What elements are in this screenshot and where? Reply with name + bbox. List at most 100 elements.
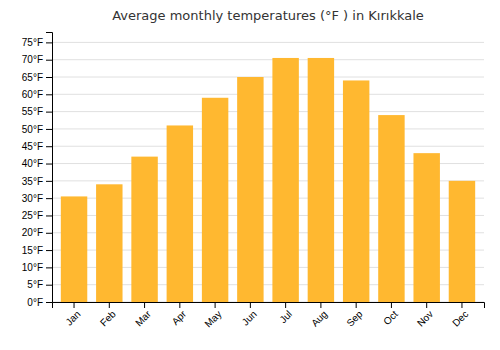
y-tick-mark	[46, 112, 52, 113]
y-tick-label: 10°F	[22, 262, 43, 273]
chart: 0°F 5°F 10°F 15°F 20°F 25°F 30°F 35°F 40°F 45°F 50…	[0, 0, 500, 350]
y-tick: 15°F	[22, 245, 52, 256]
y-tick: 50°F	[22, 124, 52, 135]
y-tick: 70°F	[22, 54, 52, 65]
grid	[52, 42, 484, 302]
y-tick-label: 15°F	[22, 245, 43, 256]
y-tick-label: 40°F	[22, 158, 43, 169]
y-tick: 10°F	[22, 262, 52, 273]
x-tick-mark	[144, 302, 145, 308]
x-tick-label: Feb	[98, 308, 118, 328]
y-tick-mark	[46, 77, 52, 78]
y-tick-mark	[46, 146, 52, 147]
bars	[61, 58, 475, 302]
grid-line	[52, 146, 484, 147]
y-tick-mark	[46, 233, 52, 234]
bar	[202, 98, 228, 302]
y-tick-label: 50°F	[22, 124, 43, 135]
title: Average monthly temperatures (°F ) in Kı…	[112, 8, 424, 23]
bar	[413, 153, 439, 302]
grid-line	[52, 42, 484, 43]
x-tick: Aug	[309, 302, 329, 329]
x-tick-label: Mar	[133, 308, 153, 328]
x-tick-label: Oct	[381, 308, 400, 327]
bar	[308, 58, 334, 302]
bar	[167, 125, 193, 302]
x-tick-mark	[391, 302, 392, 308]
y-tick-mark	[46, 181, 52, 182]
y-tick-label: 55°F	[22, 106, 43, 117]
y-tick: 55°F	[22, 106, 52, 117]
x-tick-label: Sep	[344, 308, 365, 329]
x-tick: Feb	[98, 302, 118, 328]
x-tick-mark	[74, 302, 75, 308]
x-tick: May	[202, 302, 223, 330]
y-tick-mark	[46, 267, 52, 268]
y-tick: 30°F	[22, 193, 52, 204]
y-tick-label: 35°F	[22, 176, 43, 187]
y-tick: 35°F	[22, 176, 52, 187]
x-tick: Jul	[277, 302, 294, 325]
y-tick-label: 0°F	[27, 297, 43, 308]
x-tick: Mar	[133, 302, 153, 328]
bar	[61, 196, 87, 302]
y-axis-line	[46, 33, 53, 303]
y-tick-label: 45°F	[22, 141, 43, 152]
grid-line	[52, 59, 484, 60]
y-tick: 75°F	[22, 37, 52, 48]
y-tick-label: 25°F	[22, 210, 43, 221]
y-tick-mark	[46, 164, 52, 165]
y-tick-mark	[46, 129, 52, 130]
x-tick-mark	[285, 302, 286, 308]
y-tick: 5°F	[27, 279, 52, 290]
bar	[378, 115, 404, 302]
y-tick-mark	[46, 302, 52, 303]
y-tick-label: 60°F	[22, 89, 43, 100]
x-axis-line	[53, 303, 485, 309]
x-tick-label: Aug	[309, 308, 329, 328]
y-tick-label: 70°F	[22, 54, 43, 65]
y-tick: 0°F	[27, 297, 52, 308]
x-axis: Jan Feb Mar Apr May Jun Jul Aug Sep Oct Nov Dec	[53, 302, 485, 330]
y-tick: 65°F	[22, 72, 52, 83]
y-tick-label: 20°F	[22, 227, 43, 238]
y-tick-mark	[46, 60, 52, 61]
bar	[343, 80, 369, 302]
x-tick: Oct	[381, 302, 400, 327]
x-tick-label: May	[202, 308, 223, 329]
x-tick: Dec	[450, 302, 470, 329]
grid-line	[52, 77, 484, 78]
x-tick-mark	[461, 302, 462, 308]
y-tick-label: 30°F	[22, 193, 43, 204]
x-tick-label: Jan	[63, 308, 82, 327]
x-tick-mark	[320, 302, 321, 308]
bar	[449, 181, 475, 302]
x-tick-mark	[109, 302, 110, 308]
x-tick: Jun	[240, 302, 259, 328]
y-tick: 25°F	[22, 210, 52, 221]
y-axis: 0°F 5°F 10°F 15°F 20°F 25°F 30°F 35°F 40°F 45°F 50…	[22, 33, 53, 308]
bar	[272, 58, 298, 302]
x-tick: Jan	[63, 302, 82, 328]
y-tick: 60°F	[22, 89, 52, 100]
y-tick-mark	[46, 250, 52, 251]
y-tick-label: 65°F	[22, 72, 43, 83]
x-tick: Sep	[344, 302, 365, 329]
x-tick-label: Apr	[170, 308, 189, 327]
y-tick: 20°F	[22, 227, 52, 238]
grid-line	[52, 94, 484, 95]
bar	[131, 157, 157, 302]
y-tick: 40°F	[22, 158, 52, 169]
bar	[237, 77, 263, 302]
y-tick-label: 75°F	[22, 37, 43, 48]
x-tick-label: Nov	[415, 308, 435, 328]
x-tick-mark	[250, 302, 251, 308]
y-tick-mark	[46, 215, 52, 216]
plot: 0°F 5°F 10°F 15°F 20°F 25°F 30°F 35°F 40°F 45°F 50…	[22, 33, 485, 330]
grid-line	[52, 111, 484, 112]
y-tick-mark	[46, 94, 52, 95]
y-tick-label: 5°F	[27, 279, 43, 290]
bar	[96, 184, 122, 302]
x-tick-mark	[356, 302, 357, 308]
x-tick: Apr	[170, 302, 189, 327]
